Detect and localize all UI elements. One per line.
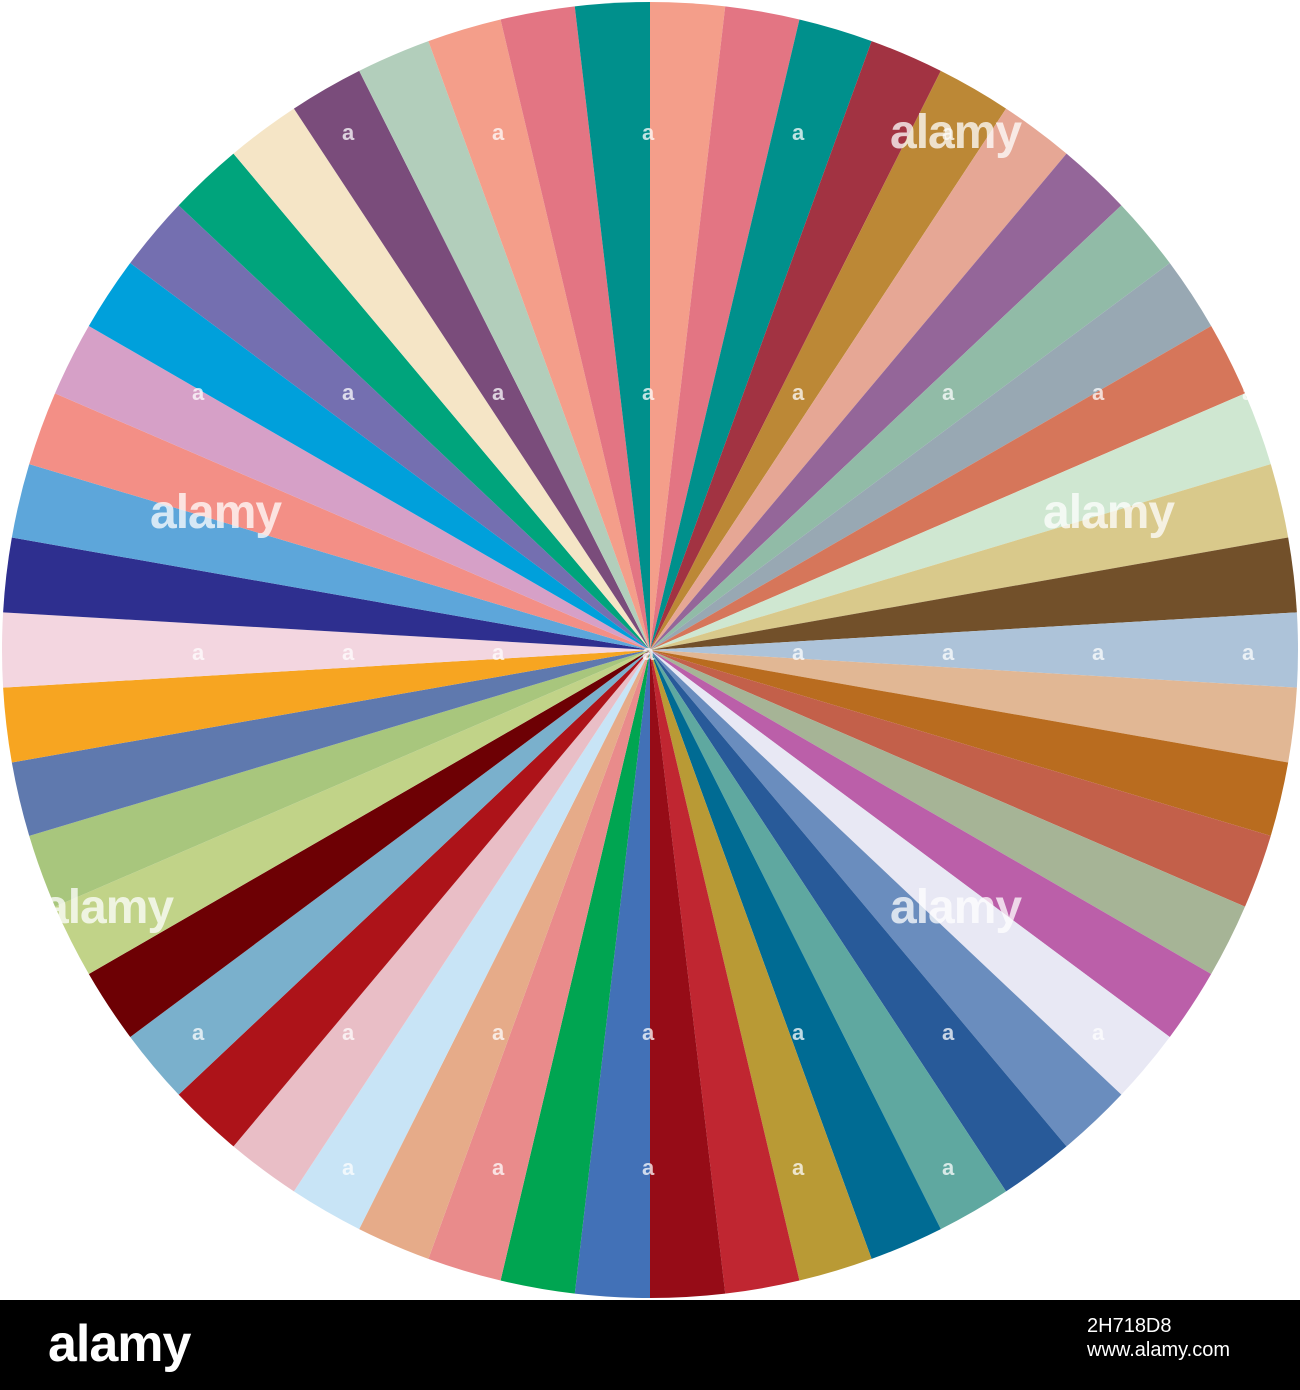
pie-slice (650, 650, 800, 1294)
pie-slice (500, 6, 650, 650)
footer-bar: alamy 2H718D8 www.alamy.com (0, 1300, 1300, 1390)
pie-chart (2, 1, 1298, 1298)
pie-slice (650, 650, 941, 1259)
pie-slice (650, 650, 1271, 907)
pie-slice (650, 153, 1122, 650)
pie-slice (359, 41, 650, 650)
pie-slice (650, 650, 1289, 836)
pie-slice (650, 612, 1298, 688)
pie-slice (293, 70, 650, 651)
pie-slice (29, 650, 651, 907)
pie-slice (650, 650, 1297, 763)
pie-slice (650, 393, 1271, 650)
pie-slice (574, 2, 650, 650)
pie-slice (29, 393, 651, 650)
pie-slice (3, 650, 651, 763)
pie-slice (650, 108, 1067, 651)
pie-slice (88, 263, 650, 650)
pie-slice (11, 650, 650, 836)
pie-slice (650, 6, 800, 650)
pie-slice (130, 205, 651, 650)
pie-slice (650, 19, 872, 651)
pie-slice (178, 153, 650, 650)
pie-slice (428, 19, 650, 651)
pie-slice (650, 650, 1122, 1147)
pie-slice (3, 537, 651, 650)
pie-slice (650, 650, 1212, 1037)
pie-slice (55, 326, 650, 650)
pie-slice (650, 650, 1245, 974)
pie-slice (428, 650, 650, 1281)
pie-slice (650, 464, 1289, 650)
pie-slice (650, 70, 1007, 651)
pie-slice (233, 108, 650, 651)
pie-slice (650, 650, 726, 1298)
pie-slice (500, 650, 650, 1294)
pie-slice (650, 650, 1170, 1095)
pie-slice (650, 650, 1007, 1230)
pie-slice (178, 650, 650, 1147)
pie-slice (55, 650, 650, 974)
pie-slice (233, 650, 650, 1192)
footer-url: www.alamy.com (1087, 1339, 1230, 1361)
pie-slice (293, 650, 650, 1230)
footer-logo: alamy (48, 1315, 191, 1373)
pie-slice (650, 537, 1297, 650)
footer-image-info: 2H718D8 www.alamy.com (1087, 1314, 1230, 1362)
pie-slice (650, 41, 941, 650)
footer-image-id: 2H718D8 (1087, 1315, 1172, 1337)
pie-slice (650, 650, 1067, 1192)
pie-slice (650, 263, 1212, 650)
pie-slice (574, 650, 650, 1298)
pie-slice (2, 612, 651, 688)
pie-slice (650, 205, 1170, 650)
pie-slice (359, 650, 650, 1259)
pie-slice (11, 464, 650, 650)
pie-slice (650, 1, 726, 650)
pie-slice (88, 650, 650, 1037)
pie-slice (130, 650, 651, 1095)
pie-slice (650, 650, 872, 1281)
pie-slice (650, 326, 1245, 650)
